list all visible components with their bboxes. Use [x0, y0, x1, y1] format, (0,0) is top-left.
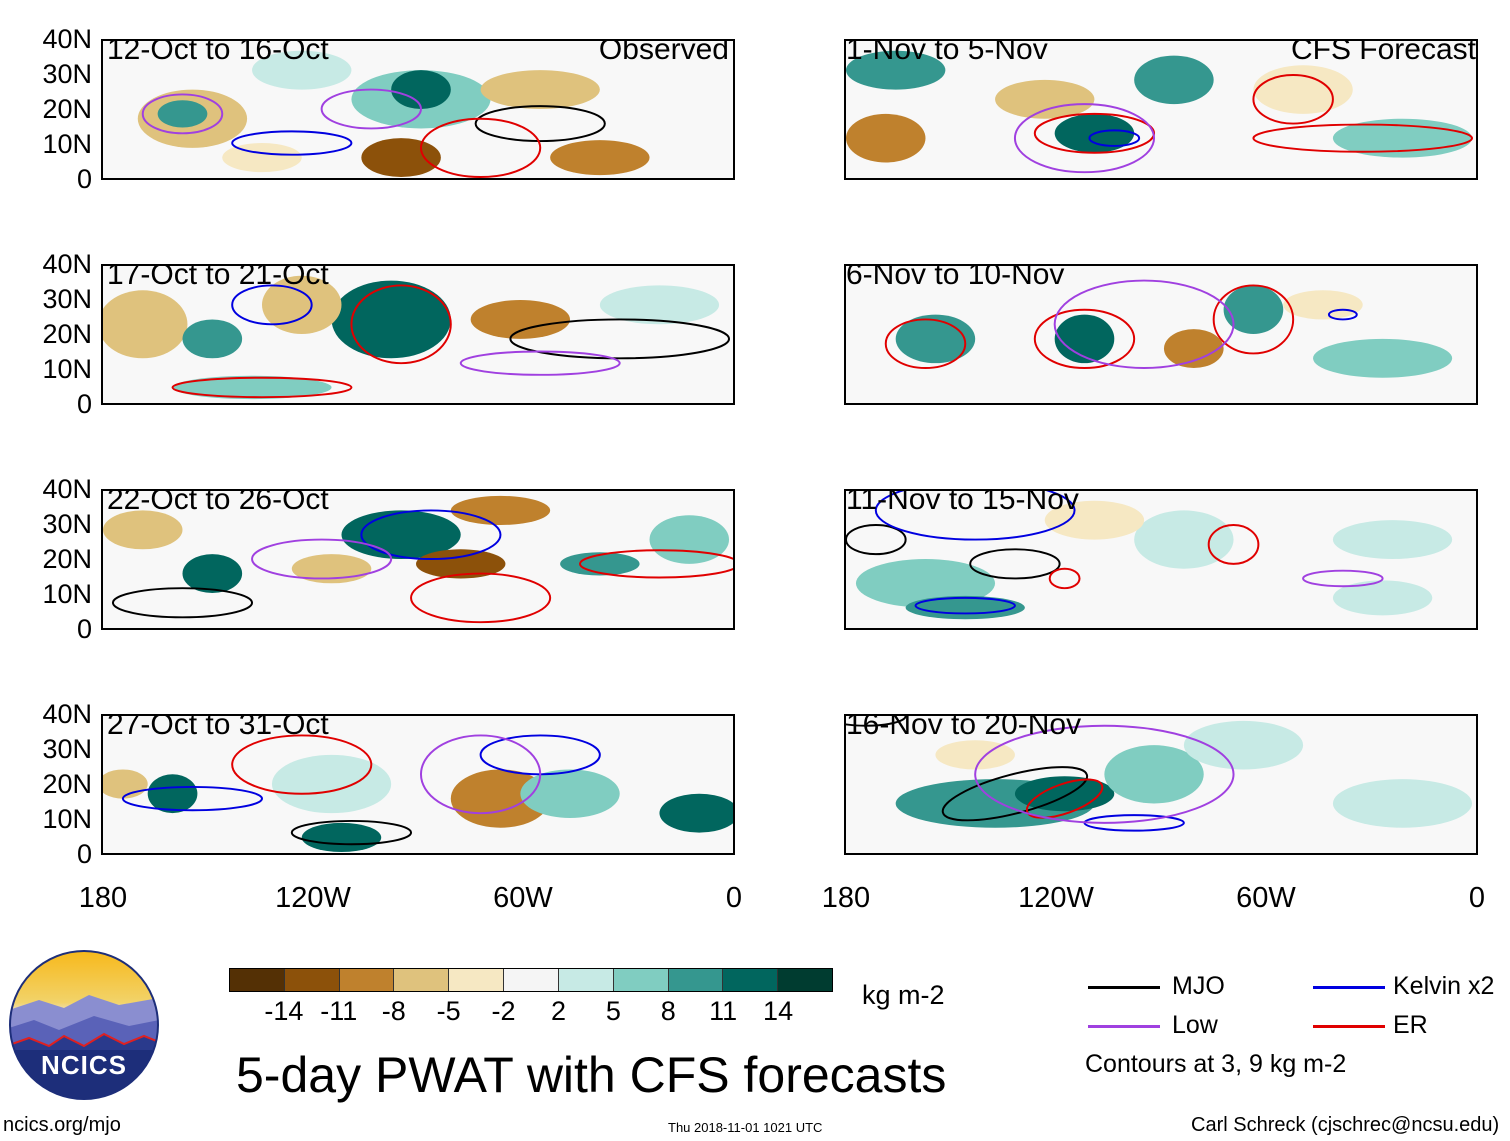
footer-timestamp: Thu 2018-11-01 1021 UTC: [668, 1120, 823, 1135]
x-tick-left-60w: 60W: [493, 882, 553, 914]
map-panel-left-2: 17-Oct to 21-Oct: [101, 264, 735, 405]
colorbar-tick-label: -2: [491, 996, 516, 1026]
colorbar-tick-label: -5: [436, 996, 461, 1026]
pwat-field: [103, 734, 733, 853]
pwat-field: [137, 50, 650, 178]
colorbar-tick-label: 5: [605, 996, 621, 1026]
panel-title: 27-Oct to 31-Oct: [107, 714, 329, 741]
legend-note: Contours at 3, 9 kg m-2: [1085, 1050, 1347, 1078]
y-tick-label: 0: [76, 839, 92, 869]
pwat-field: [846, 50, 1474, 174]
legend-line-mjo: [1088, 986, 1160, 989]
legend-label-er: ER: [1393, 1011, 1428, 1039]
x-tick-right-180: 180: [821, 882, 871, 914]
logo-text: NCICS: [41, 1050, 127, 1080]
colorbar-swatch: [504, 969, 559, 991]
colorbar-swatch: [394, 969, 450, 991]
main-title: 5-day PWAT with CFS forecasts: [236, 1047, 947, 1103]
panel-title: 6-Nov to 10-Nov: [846, 264, 1065, 291]
y-tick-label: 0: [76, 614, 92, 644]
y-tick-label: 40N: [42, 699, 92, 729]
panel-title: 12-Oct to 16-Oct: [107, 39, 329, 66]
y-tick-label: 20N: [42, 544, 92, 574]
colorbar-swatch: [613, 969, 669, 991]
colorbar-tick-label: 2: [550, 996, 566, 1026]
pwat-field: [103, 495, 733, 624]
colorbar-units: kg m-2: [862, 980, 945, 1010]
panel-label-forecast: CFS Forecast: [1290, 39, 1476, 66]
y-tick-label: 10N: [42, 804, 92, 834]
x-tick-left-120w: 120W: [275, 882, 351, 914]
footer-website[interactable]: ncics.org/mjo: [3, 1114, 121, 1136]
y-tick-label: 20N: [42, 94, 92, 124]
x-tick-right-60w: 60W: [1236, 882, 1296, 914]
map-panel-left-1: 12-Oct to 16-Oct Observed: [101, 39, 735, 180]
colorbar-tick-label: 11: [709, 996, 738, 1026]
colorbar-swatch: [339, 969, 395, 991]
y-tick-label: 40N: [42, 24, 92, 54]
map-panel-right-1: 1-Nov to 5-Nov CFS Forecast: [844, 39, 1478, 180]
y-tick-label: 40N: [42, 249, 92, 279]
legend-line-kelvin: [1313, 986, 1385, 989]
colorbar-swatch: [558, 969, 614, 991]
panel-title: 16-Nov to 20-Nov: [846, 714, 1082, 741]
colorbar-swatch: [284, 969, 340, 991]
legend-line-er: [1313, 1025, 1385, 1028]
footer-author: Carl Schreck (cjschrec@ncsu.edu): [1191, 1114, 1500, 1136]
pwat-field: [846, 491, 1453, 620]
pwat-colorbar: [229, 968, 833, 992]
y-tick-label: 20N: [42, 769, 92, 799]
colorbar-tick-label: 14: [763, 996, 794, 1026]
map-panel-right-3: 11-Nov to 15-Nov: [844, 489, 1478, 630]
panel-title: 11-Nov to 15-Nov: [846, 489, 1079, 516]
colorbar-swatch: [449, 969, 505, 991]
map-panel-left-4: 27-Oct to 31-Oct: [101, 714, 735, 855]
y-tick-label: 20N: [42, 319, 92, 349]
y-tick-label: 30N: [42, 509, 92, 539]
colorbar-swatch: [723, 969, 779, 991]
x-tick-left-0: 0: [725, 882, 743, 914]
legend-label-mjo: MJO: [1172, 972, 1225, 1000]
y-tick-label: 10N: [42, 354, 92, 384]
colorbar-swatch: [230, 969, 285, 991]
colorbar-swatch: [668, 969, 724, 991]
legend-label-low: Low: [1172, 1011, 1218, 1039]
y-tick-label: 40N: [42, 474, 92, 504]
panel-title: 17-Oct to 21-Oct: [107, 264, 329, 291]
ncics-logo-graphic: [9, 950, 159, 1100]
colorbar-tick-label: -8: [381, 996, 406, 1026]
x-tick-right-0: 0: [1468, 882, 1486, 914]
pwat-field: [103, 275, 731, 400]
colorbar-tick-label: 8: [660, 996, 676, 1026]
y-tick-label: 0: [76, 389, 92, 419]
ncics-logo: NCICS: [9, 950, 159, 1100]
x-tick-right-120w: 120W: [1018, 882, 1094, 914]
pwat-field: [884, 279, 1453, 378]
colorbar-tick-label: -11: [320, 996, 358, 1026]
y-tick-label: 30N: [42, 59, 92, 89]
legend-line-low: [1088, 1025, 1160, 1028]
panel-label-observed: Observed: [598, 39, 729, 66]
y-tick-label: 0: [76, 164, 92, 194]
colorbar-tick-label: -14: [264, 996, 304, 1026]
map-panel-right-4: 16-Nov to 20-Nov: [844, 714, 1478, 855]
panel-title: 1-Nov to 5-Nov: [846, 39, 1048, 66]
panel-title: 22-Oct to 26-Oct: [107, 489, 329, 516]
pwat-field: [846, 716, 1473, 832]
y-tick-label: 10N: [42, 129, 92, 159]
y-tick-label: 30N: [42, 284, 92, 314]
colorbar-swatch: [778, 969, 832, 991]
y-tick-label: 10N: [42, 579, 92, 609]
map-panel-left-3: 22-Oct to 26-Oct: [101, 489, 735, 630]
legend-label-kelvin: Kelvin x2: [1393, 972, 1495, 1000]
map-panel-right-2: 6-Nov to 10-Nov: [844, 264, 1478, 405]
x-tick-left-180: 180: [78, 882, 128, 914]
y-tick-label: 30N: [42, 734, 92, 764]
